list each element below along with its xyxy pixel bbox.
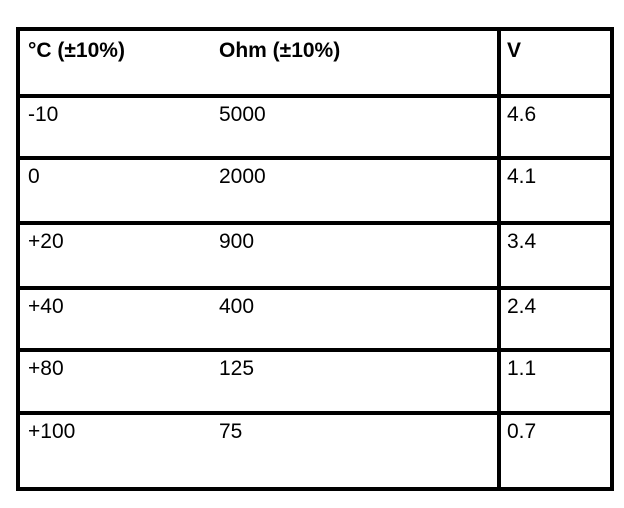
column-divider bbox=[497, 27, 501, 491]
row-divider bbox=[16, 348, 614, 352]
table-cell: 75 bbox=[219, 420, 243, 443]
table-cell: 3.4 bbox=[507, 230, 537, 253]
table-cell: +80 bbox=[28, 357, 64, 380]
table-border bbox=[16, 487, 614, 491]
table-cell: +40 bbox=[28, 295, 64, 318]
row-divider bbox=[16, 411, 614, 415]
table-cell: +20 bbox=[28, 230, 64, 253]
table-cell: 900 bbox=[219, 230, 255, 253]
table-cell: 2000 bbox=[219, 165, 266, 188]
row-divider bbox=[16, 156, 614, 160]
table-cell: +100 bbox=[28, 420, 76, 443]
header-cell: V bbox=[507, 39, 522, 62]
row-divider bbox=[16, 94, 614, 98]
table-cell: 0 bbox=[28, 165, 40, 188]
table-cell: 400 bbox=[219, 295, 255, 318]
header-cell: °C (±10%) bbox=[28, 39, 125, 62]
table-cell: 5000 bbox=[219, 103, 266, 126]
table-cell: 4.6 bbox=[507, 103, 537, 126]
table-cell: 2.4 bbox=[507, 295, 537, 318]
table-border bbox=[16, 27, 20, 491]
row-divider bbox=[16, 221, 614, 225]
table-border bbox=[610, 27, 614, 491]
table-cell: 0.7 bbox=[507, 420, 537, 443]
table-cell: -10 bbox=[28, 103, 59, 126]
table-cell: 125 bbox=[219, 357, 255, 380]
header-cell: Ohm (±10%) bbox=[219, 39, 341, 62]
table-cell: 4.1 bbox=[507, 165, 537, 188]
row-divider bbox=[16, 27, 614, 31]
row-divider bbox=[16, 286, 614, 290]
table-cell: 1.1 bbox=[507, 357, 537, 380]
